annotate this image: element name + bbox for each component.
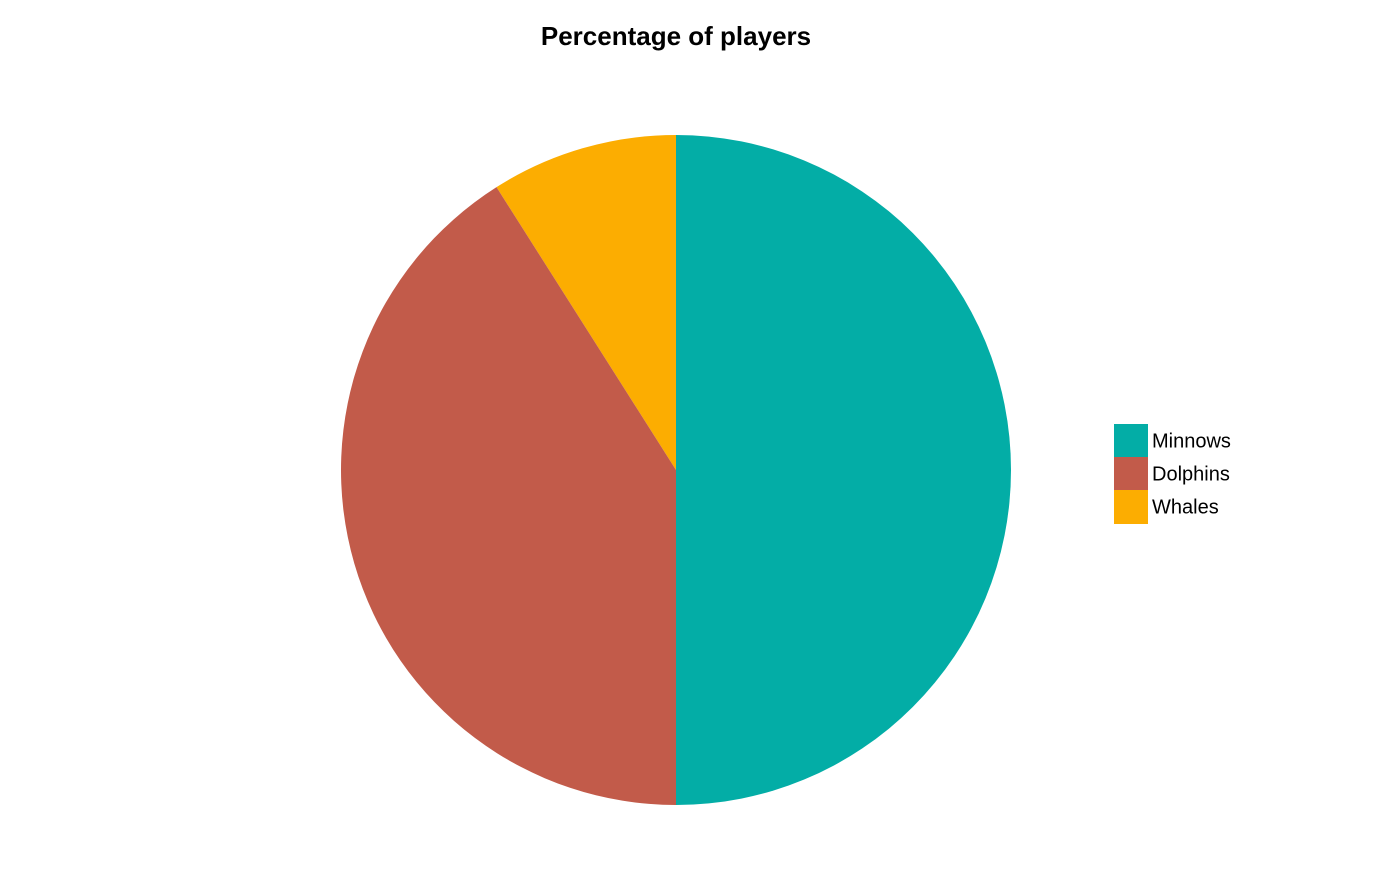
legend-swatch <box>1114 457 1148 491</box>
legend-label: Whales <box>1152 496 1219 518</box>
pie-slice <box>496 135 676 470</box>
pie-slice <box>676 135 1011 805</box>
legend-swatch <box>1114 490 1148 524</box>
legend-label: Dolphins <box>1152 463 1230 485</box>
chart-title: Percentage of players <box>541 21 811 51</box>
legend-swatch <box>1114 424 1148 458</box>
pie-slice <box>340 187 676 805</box>
legend-label: Minnows <box>1152 430 1231 452</box>
